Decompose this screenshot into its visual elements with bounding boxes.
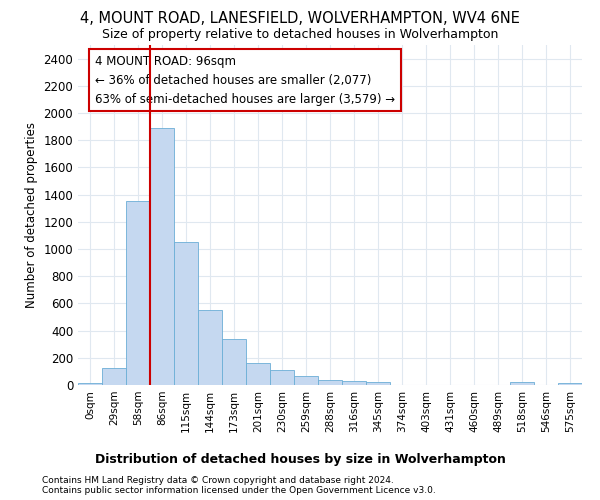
Bar	[342, 381, 366, 385]
Bar	[150, 128, 174, 385]
Y-axis label: Number of detached properties: Number of detached properties	[25, 122, 38, 308]
Bar	[318, 380, 342, 385]
Bar	[102, 368, 126, 385]
Bar	[270, 370, 294, 385]
Bar	[366, 382, 390, 385]
Text: 4, MOUNT ROAD, LANESFIELD, WOLVERHAMPTON, WV4 6NE: 4, MOUNT ROAD, LANESFIELD, WOLVERHAMPTON…	[80, 11, 520, 26]
Bar	[126, 202, 150, 385]
Bar	[222, 340, 246, 385]
Bar	[558, 383, 582, 385]
Text: Distribution of detached houses by size in Wolverhampton: Distribution of detached houses by size …	[95, 452, 505, 466]
Text: 4 MOUNT ROAD: 96sqm
← 36% of detached houses are smaller (2,077)
63% of semi-det: 4 MOUNT ROAD: 96sqm ← 36% of detached ho…	[95, 54, 395, 106]
Bar	[78, 383, 102, 385]
Bar	[198, 310, 222, 385]
Text: Size of property relative to detached houses in Wolverhampton: Size of property relative to detached ho…	[102, 28, 498, 41]
Bar	[510, 382, 534, 385]
Text: Contains public sector information licensed under the Open Government Licence v3: Contains public sector information licen…	[42, 486, 436, 495]
Text: Contains HM Land Registry data © Crown copyright and database right 2024.: Contains HM Land Registry data © Crown c…	[42, 476, 394, 485]
Bar	[246, 363, 270, 385]
Bar	[294, 376, 318, 385]
Bar	[174, 242, 198, 385]
